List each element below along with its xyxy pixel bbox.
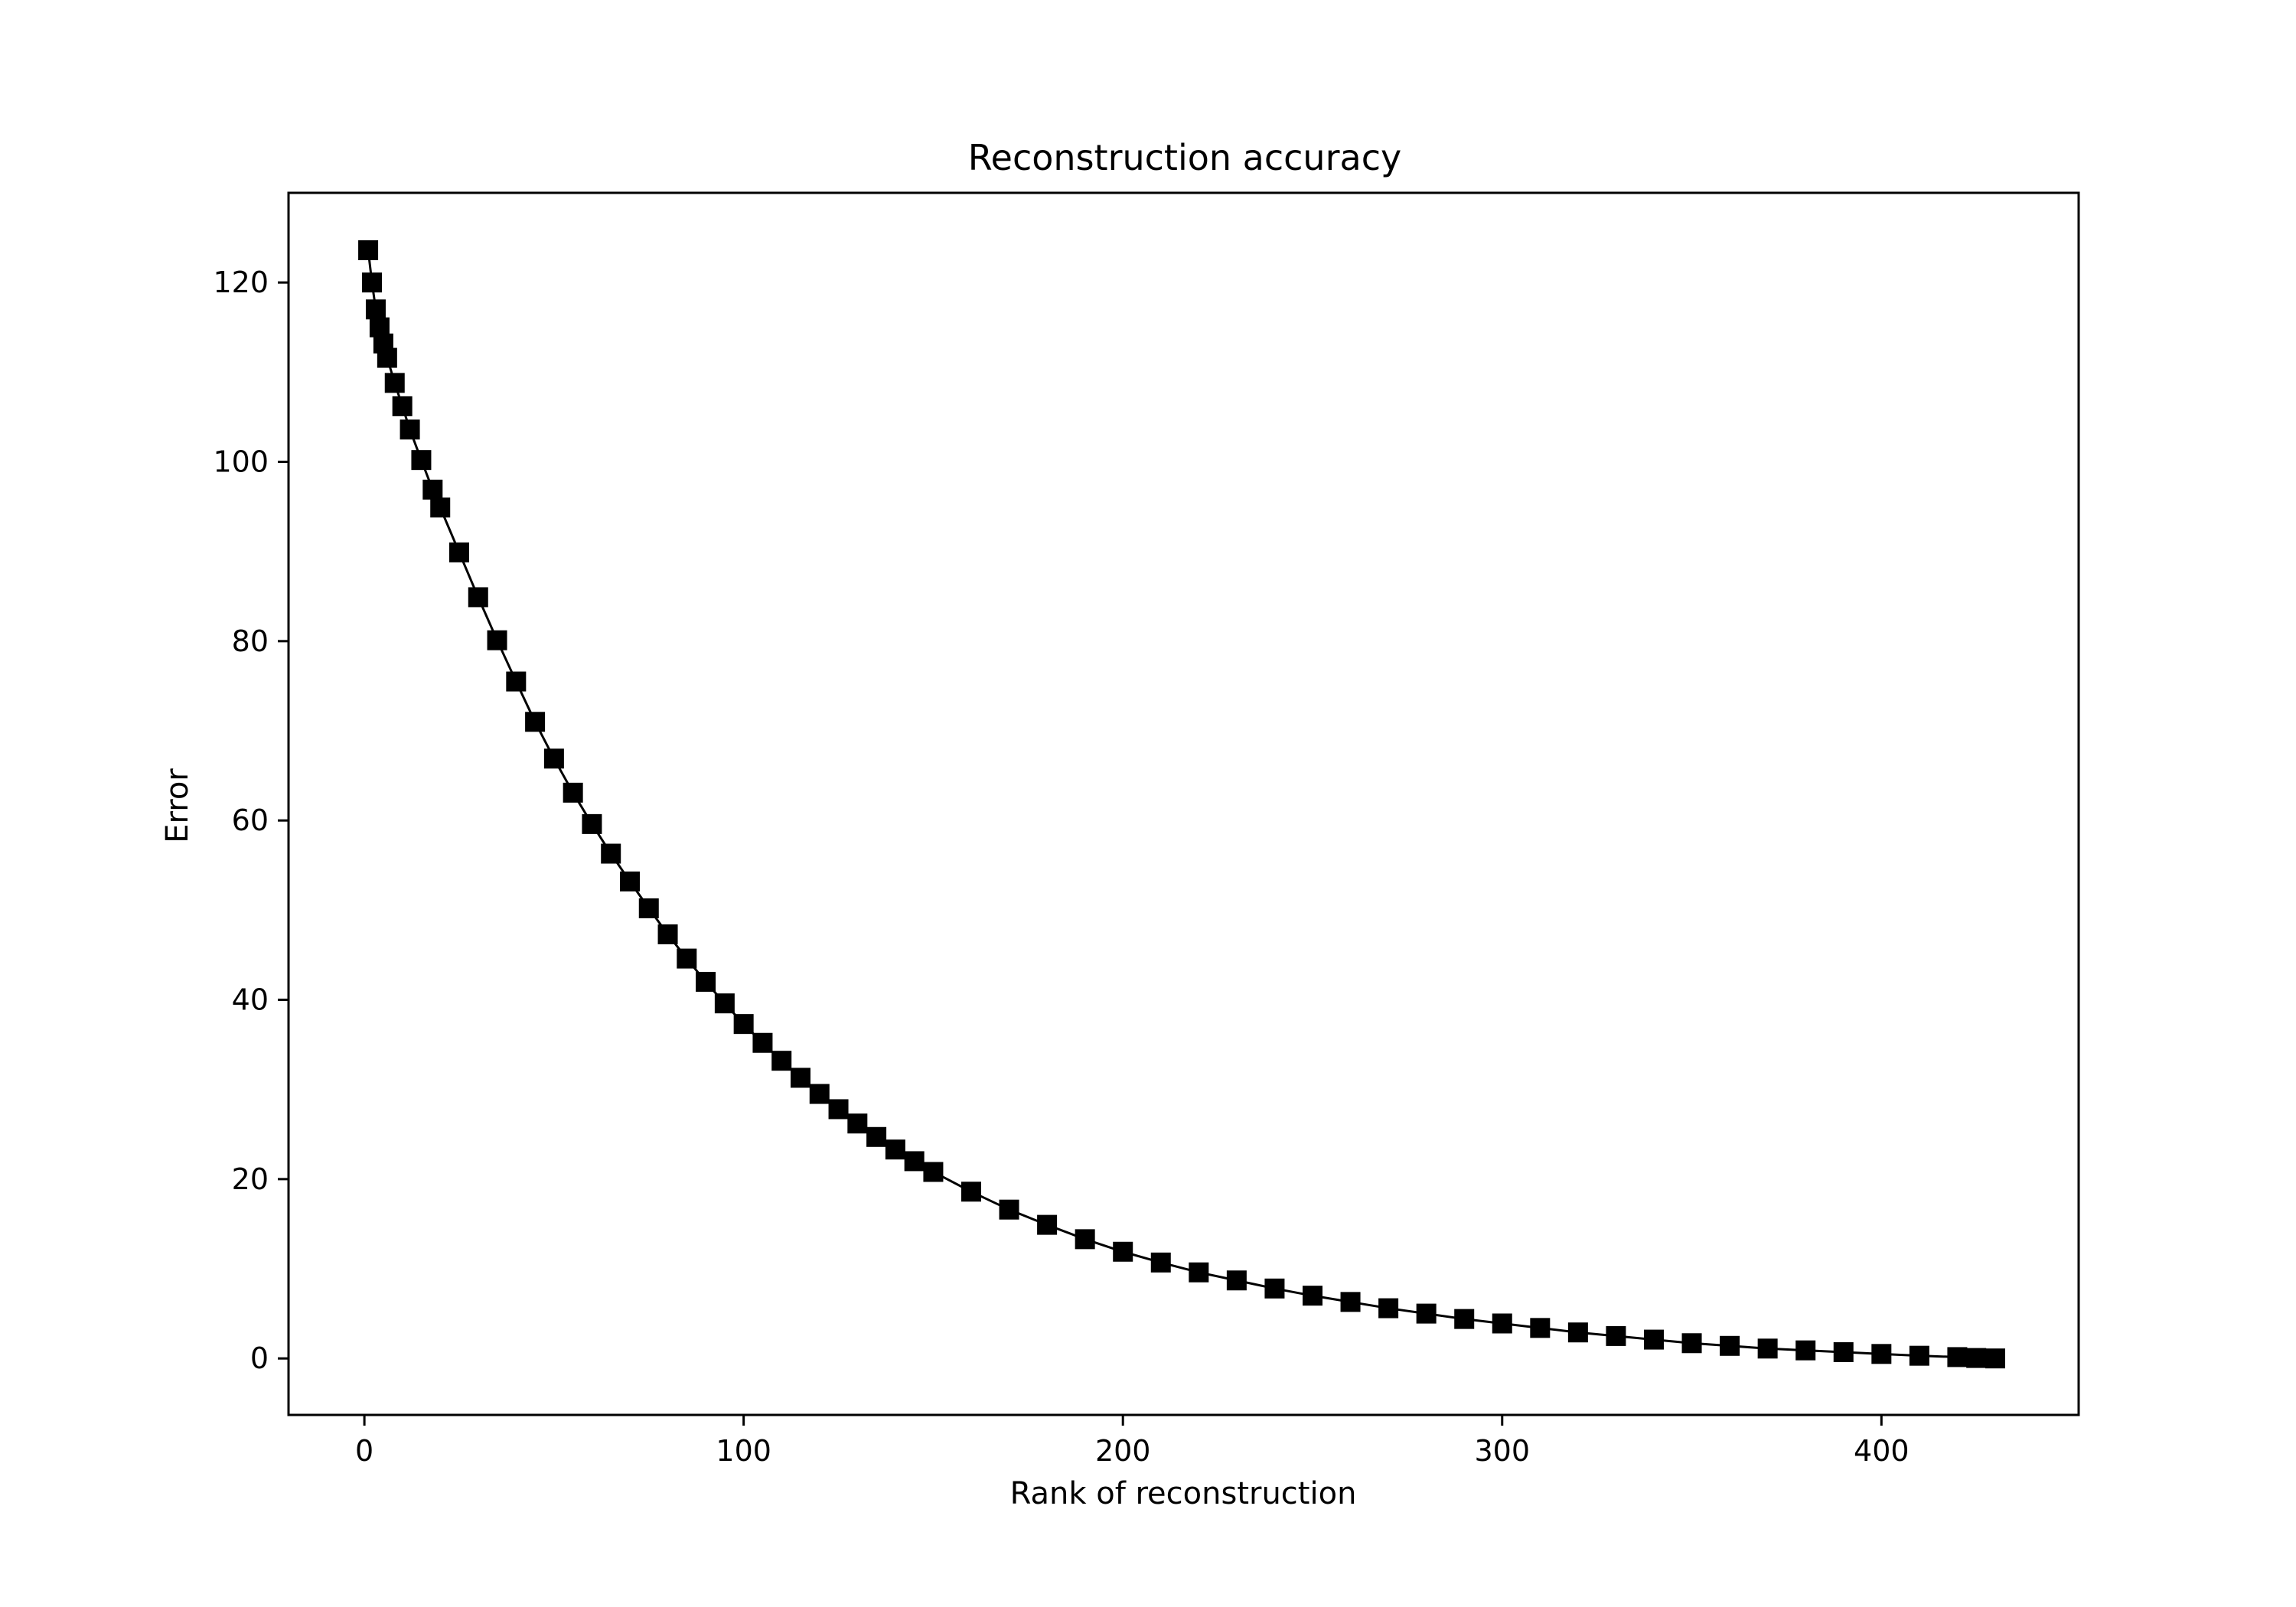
y-axis-label: Error [160, 768, 195, 843]
data-point [790, 1068, 810, 1088]
data-point [847, 1113, 868, 1134]
x-axis-label: Rank of reconstruction [1010, 1476, 1357, 1511]
x-tick-label: 200 [1095, 1434, 1151, 1468]
y-tick-label: 40 [232, 983, 269, 1017]
data-point [904, 1151, 925, 1172]
data-point [543, 748, 564, 769]
y-tick-label: 20 [232, 1162, 269, 1196]
data-point [1643, 1329, 1664, 1350]
data-point [1150, 1252, 1171, 1273]
y-tick-label: 120 [213, 266, 269, 299]
data-point [430, 497, 451, 518]
data-point [1226, 1270, 1247, 1291]
data-point [1340, 1292, 1361, 1312]
x-tick-label: 0 [355, 1434, 373, 1468]
data-point [601, 843, 621, 864]
data-point [1871, 1344, 1892, 1364]
y-axis: 0 20 40 60 80 100 120 [213, 266, 289, 1375]
data-point [1264, 1278, 1285, 1299]
data-point [752, 1032, 773, 1053]
data-point [1302, 1286, 1322, 1306]
data-point [828, 1099, 849, 1120]
data-point [1966, 1348, 1987, 1368]
data-point [733, 1014, 754, 1035]
data-point [422, 479, 443, 500]
data-point [365, 299, 386, 320]
x-tick-label: 100 [716, 1434, 771, 1468]
x-axis: 0 100 200 300 400 [355, 1415, 1910, 1468]
data-point [487, 630, 507, 650]
data-point [923, 1162, 944, 1182]
x-tick-label: 400 [1854, 1434, 1910, 1468]
data-point [468, 587, 488, 608]
data-point [1454, 1309, 1475, 1329]
data-point [619, 871, 640, 892]
data-point [1985, 1348, 2005, 1369]
data-point [563, 782, 583, 803]
data-point [448, 542, 469, 562]
data-point [1378, 1298, 1399, 1319]
data-point [885, 1139, 905, 1160]
data-point [638, 898, 659, 919]
data-point [1681, 1333, 1702, 1354]
plot-area: 0 100 200 300 400 0 20 40 60 80 100 120 [213, 191, 2080, 1468]
data-point [392, 396, 413, 416]
chart-title: Reconstruction accuracy [968, 137, 1401, 178]
data-point [1947, 1347, 1968, 1367]
data-point [1416, 1303, 1437, 1324]
data-point [1530, 1318, 1551, 1338]
data-point [358, 240, 379, 260]
data-point [1567, 1322, 1588, 1343]
data-point [677, 948, 697, 969]
data-point [582, 813, 602, 834]
data-point [400, 419, 420, 440]
data-point [771, 1051, 792, 1071]
y-tick-label: 60 [232, 804, 269, 837]
x-tick-label: 300 [1474, 1434, 1530, 1468]
data-point [1720, 1335, 1740, 1356]
data-point [1909, 1345, 1929, 1366]
data-point [714, 993, 735, 1014]
data-point [525, 712, 546, 732]
plot-frame [287, 191, 2080, 1416]
y-tick-label: 80 [232, 624, 269, 658]
data-series [358, 240, 2005, 1369]
data-point [866, 1126, 887, 1147]
data-point [1757, 1338, 1778, 1359]
data-point [384, 373, 405, 393]
data-point [1795, 1340, 1816, 1361]
data-point [809, 1084, 830, 1104]
data-point [999, 1199, 1019, 1220]
data-point [1075, 1229, 1095, 1250]
data-point [1037, 1214, 1058, 1235]
data-point [1189, 1262, 1209, 1283]
y-tick-label: 100 [213, 445, 269, 479]
data-point [506, 671, 527, 692]
data-point [1606, 1325, 1626, 1346]
y-tick-label: 0 [250, 1341, 269, 1375]
data-point [1492, 1313, 1512, 1334]
data-point [960, 1182, 981, 1202]
data-point [411, 450, 432, 471]
data-point [1113, 1241, 1133, 1262]
data-point [657, 924, 678, 944]
data-point [1833, 1341, 1854, 1362]
data-point [696, 972, 716, 993]
data-point [362, 272, 383, 293]
data-point [377, 347, 397, 368]
